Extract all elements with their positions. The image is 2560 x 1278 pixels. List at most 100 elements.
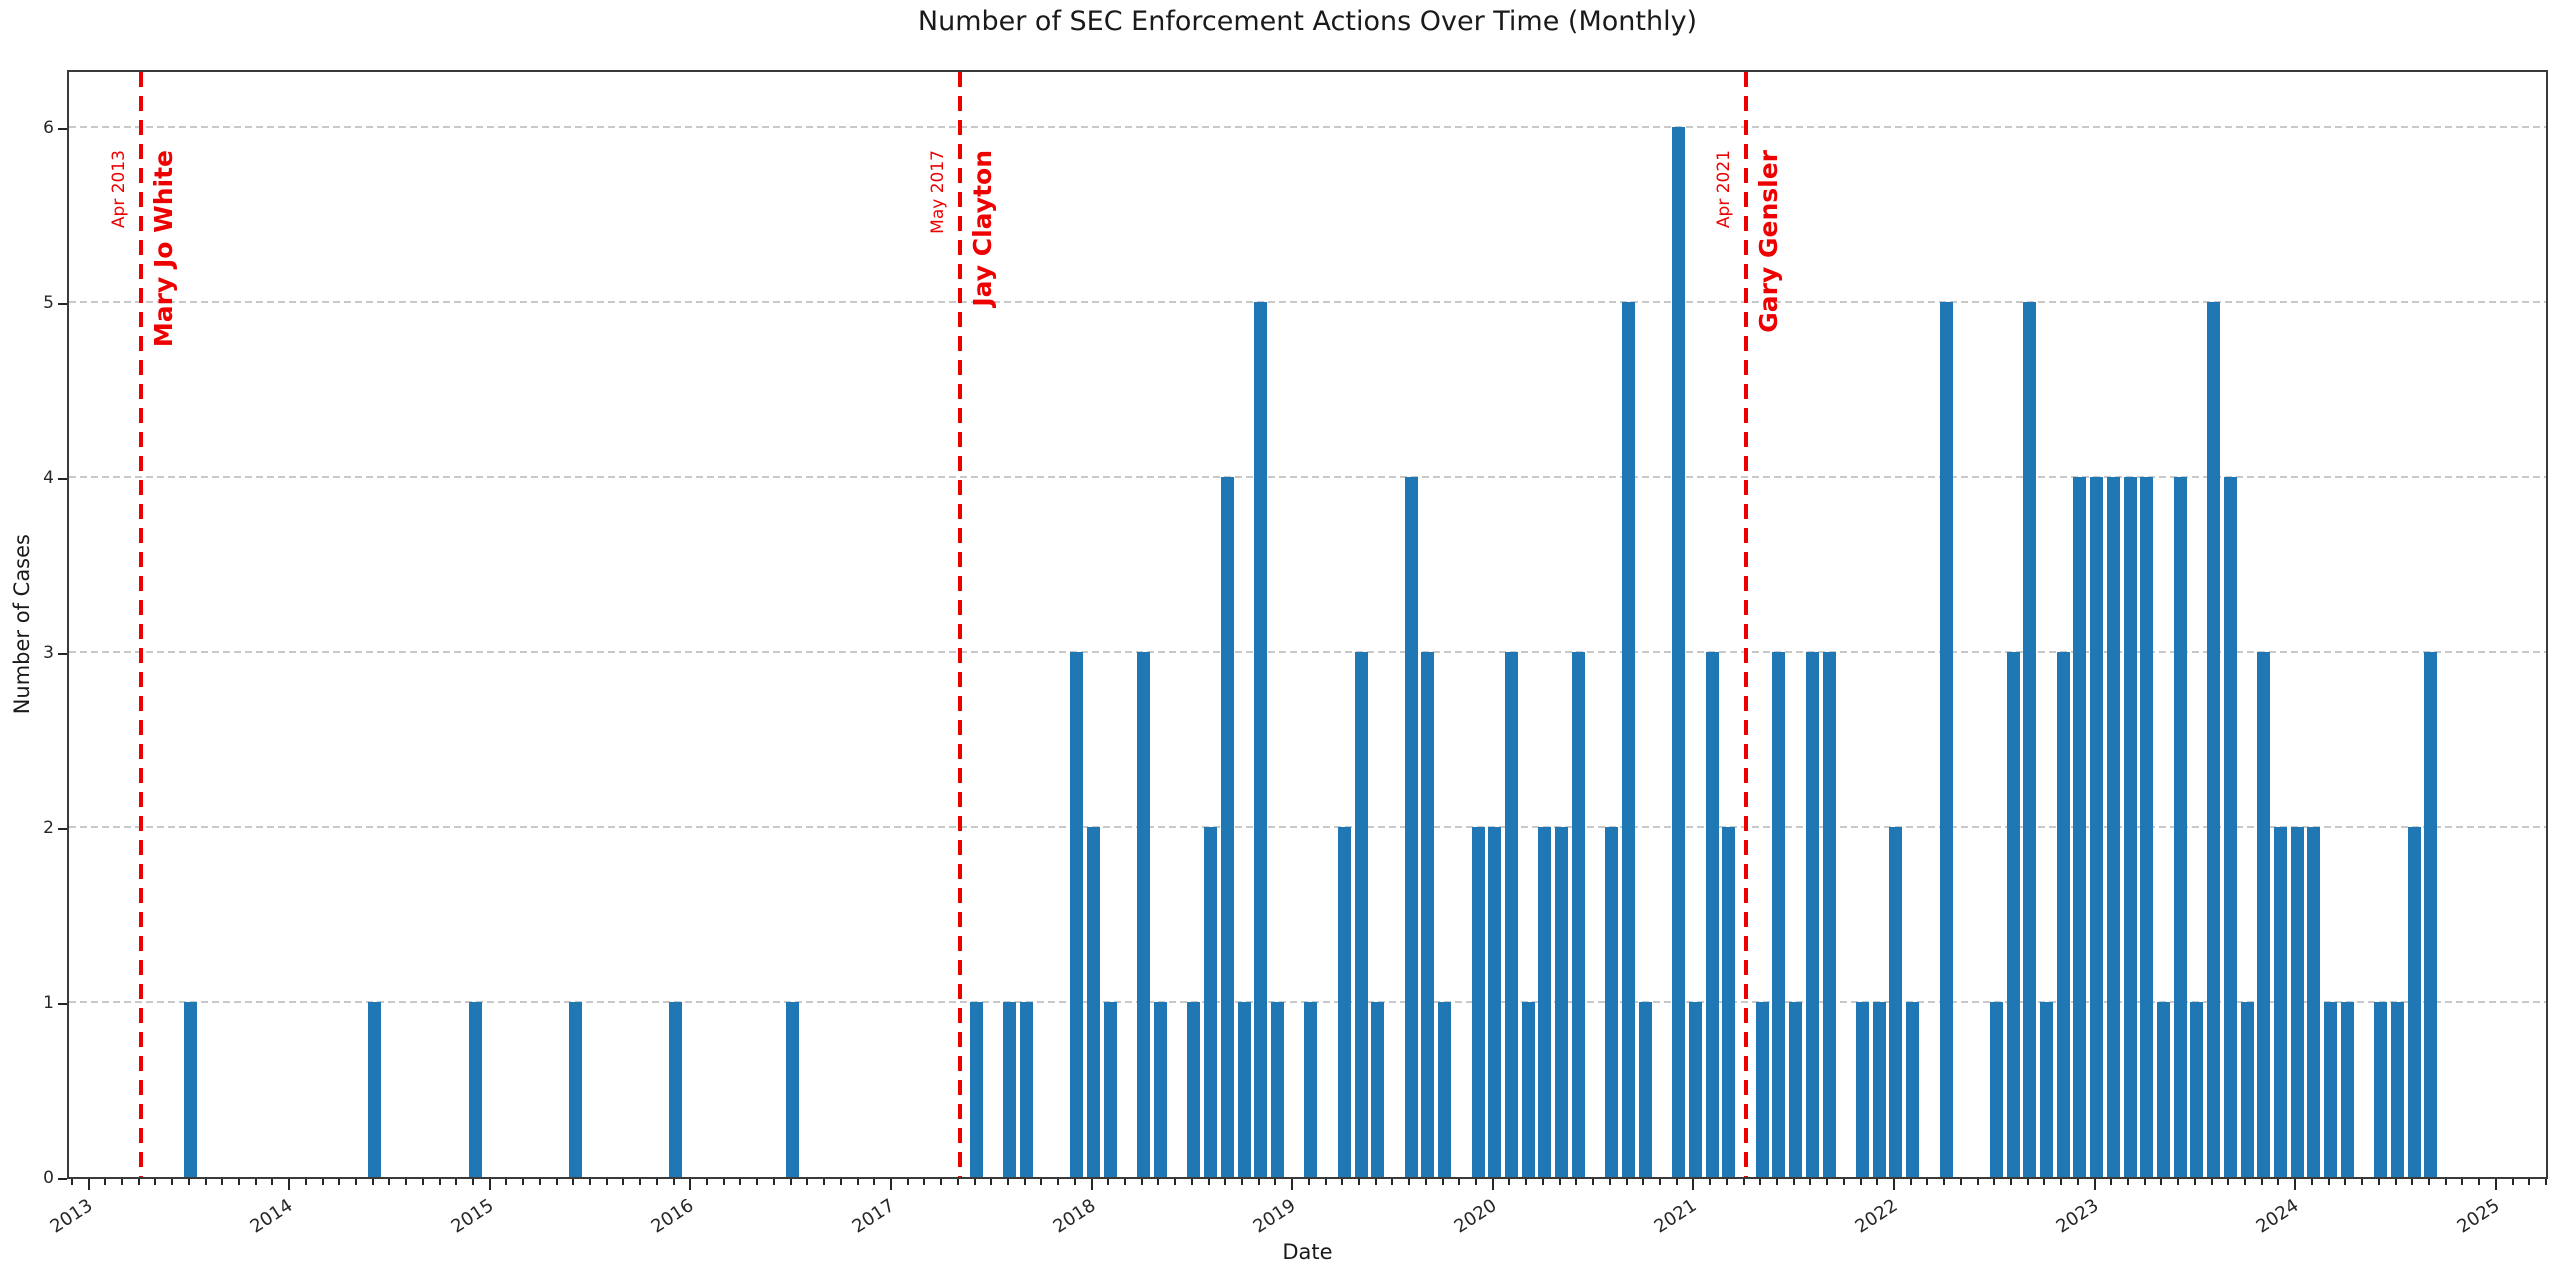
bar-2021-05	[1755, 1002, 1769, 1177]
x-tick-label-2019: 2019	[1249, 1195, 1300, 1238]
x-tick-label-2018: 2018	[1049, 1195, 1099, 1238]
x-minor-tick	[1140, 1179, 1143, 1185]
bar-2020-08	[1605, 827, 1619, 1177]
x-minor-tick	[171, 1179, 174, 1185]
bar-2018-05	[1153, 1002, 1167, 1177]
bar-2019-10	[1438, 1002, 1452, 1177]
x-minor-tick	[756, 1179, 759, 1185]
bar-2022-12	[2073, 477, 2087, 1177]
annotation-name-2: Jay Clayton	[967, 150, 997, 307]
plot-area: Apr 2013 Mary Jo White May 2017 Jay Clayton…	[67, 70, 2548, 1179]
x-minor-tick	[1107, 1179, 1110, 1185]
x-minor-tick	[1541, 1179, 1544, 1185]
x-major-tick-2023	[2093, 1179, 2096, 1190]
x-minor-tick	[1441, 1179, 1444, 1185]
y-tick-2	[58, 828, 67, 830]
x-major-tick-2024	[2294, 1179, 2297, 1190]
x-minor-tick	[354, 1179, 357, 1185]
x-minor-tick	[2544, 1179, 2547, 1185]
bar-2021-03	[1722, 827, 1736, 1177]
x-minor-tick	[789, 1179, 792, 1185]
x-minor-tick	[1040, 1179, 1043, 1185]
bar-2018-08	[1204, 827, 1218, 1177]
bar-2020-09	[1622, 302, 1635, 1177]
annotation-line-2	[957, 72, 962, 1177]
x-minor-tick	[405, 1179, 408, 1185]
chart-title: Number of SEC Enforcement Actions Over T…	[917, 6, 1698, 37]
bar-2022-09	[2023, 302, 2037, 1177]
bar-2020-04	[1538, 827, 1552, 1177]
x-minor-tick	[2210, 1179, 2213, 1185]
x-minor-tick	[1792, 1179, 1795, 1185]
x-tick-label-2022: 2022	[1851, 1195, 1902, 1238]
x-minor-tick	[1725, 1179, 1728, 1185]
x-minor-tick	[722, 1179, 725, 1185]
y-tick-label-2: 2	[43, 818, 54, 838]
x-minor-tick	[856, 1179, 859, 1185]
x-minor-tick	[1257, 1179, 1260, 1185]
bar-2018-10	[1237, 1002, 1251, 1177]
y-tick-4	[58, 478, 67, 480]
x-major-tick-2013	[87, 1179, 90, 1190]
x-minor-tick	[221, 1179, 224, 1185]
gridline-y2	[69, 826, 2546, 828]
x-minor-tick	[555, 1179, 558, 1185]
x-minor-tick	[1157, 1179, 1160, 1185]
x-minor-tick	[605, 1179, 608, 1185]
bar-2020-05	[1555, 827, 1569, 1177]
x-minor-tick	[2478, 1179, 2481, 1185]
x-axis-label: Date	[1282, 1240, 1333, 1264]
bar-2014-06	[368, 1002, 382, 1177]
x-major-tick-2020	[1491, 1179, 1494, 1190]
x-minor-tick	[2193, 1179, 2196, 1185]
y-tick-1	[58, 1003, 67, 1005]
gridline-y6	[69, 126, 2546, 128]
x-major-tick-2025	[2494, 1179, 2497, 1190]
x-minor-tick	[1943, 1179, 1946, 1185]
annotation-line-1	[138, 72, 143, 1177]
bar-2017-08	[1003, 1002, 1017, 1177]
bar-2020-10	[1638, 1002, 1652, 1177]
x-minor-tick	[2327, 1179, 2330, 1185]
x-minor-tick	[1358, 1179, 1361, 1185]
x-tick-label-2024: 2024	[2252, 1195, 2303, 1238]
x-major-tick-2015	[488, 1179, 491, 1190]
x-minor-tick	[973, 1179, 976, 1185]
bar-2019-09	[1421, 652, 1435, 1177]
gridline-y3	[69, 651, 2546, 653]
x-minor-tick	[839, 1179, 842, 1185]
x-minor-tick	[2160, 1179, 2163, 1185]
x-tick-label-2015: 2015	[447, 1195, 498, 1238]
x-minor-tick	[1575, 1179, 1578, 1185]
bar-2021-11	[1856, 1002, 1870, 1177]
x-minor-tick	[1023, 1179, 1026, 1185]
x-minor-tick	[823, 1179, 826, 1185]
gridline-y5	[69, 301, 2546, 303]
x-minor-tick	[672, 1179, 675, 1185]
x-minor-tick	[2260, 1179, 2263, 1185]
y-tick-5	[58, 303, 67, 305]
bar-2013-07	[184, 1002, 198, 1177]
x-minor-tick	[1424, 1179, 1427, 1185]
x-minor-tick	[2227, 1179, 2230, 1185]
bar-2017-09	[1020, 1002, 1034, 1177]
x-minor-tick	[2244, 1179, 2247, 1185]
bar-2019-06	[1371, 1002, 1385, 1177]
bar-2021-01	[1688, 1002, 1702, 1177]
x-minor-tick	[2511, 1179, 2514, 1185]
x-minor-tick	[2528, 1179, 2531, 1185]
x-minor-tick	[455, 1179, 458, 1185]
x-minor-tick	[706, 1179, 709, 1185]
x-minor-tick	[1073, 1179, 1076, 1185]
x-minor-tick	[1391, 1179, 1394, 1185]
x-minor-tick	[104, 1179, 107, 1185]
x-minor-tick	[655, 1179, 658, 1185]
x-minor-tick	[1976, 1179, 1979, 1185]
x-minor-tick	[1826, 1179, 1829, 1185]
annotation-date-2: May 2017	[927, 150, 948, 234]
x-minor-tick	[304, 1179, 307, 1185]
x-minor-tick	[1608, 1179, 1611, 1185]
x-major-tick-2014	[288, 1179, 291, 1190]
x-minor-tick	[572, 1179, 575, 1185]
bar-2023-03	[2123, 477, 2137, 1177]
